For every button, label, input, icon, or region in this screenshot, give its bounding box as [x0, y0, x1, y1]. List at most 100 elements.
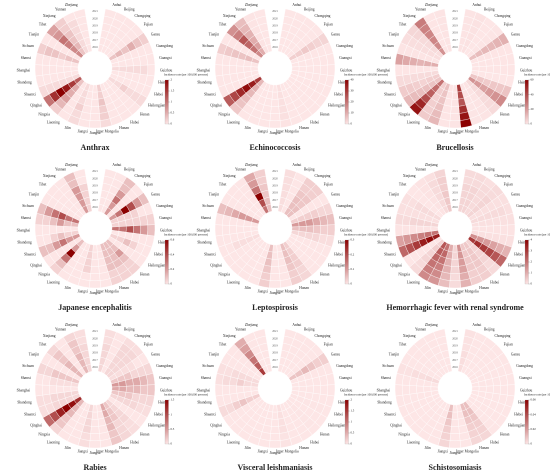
- province-label: Sichuan: [382, 204, 394, 208]
- province-label: Shanghai: [197, 228, 210, 232]
- province-label: Hunan: [119, 286, 129, 290]
- province-label: Jiangxi: [77, 450, 87, 454]
- province-label: Zhejiang: [245, 323, 258, 327]
- province-label: Qinghai: [30, 263, 42, 267]
- year-label: 2021: [452, 170, 458, 173]
- province-label: Gansu: [151, 193, 160, 197]
- province-label: Shaanxi: [24, 252, 36, 256]
- colorbar-label: Incidence rate (per 100,000 persons): [524, 233, 550, 238]
- year-label: 2019: [272, 185, 278, 188]
- colorbar: [164, 399, 169, 445]
- year-label: 2020: [272, 337, 278, 340]
- province-label: Fujian: [504, 23, 513, 27]
- heat-cell: [451, 91, 459, 100]
- province-label: Beijing: [304, 328, 315, 332]
- heat-cell: [500, 64, 509, 76]
- province-label: Liaoning: [227, 280, 240, 284]
- province-label: Liaoning: [227, 120, 240, 124]
- heat-cell: [507, 64, 516, 77]
- province-label: Shanxi: [381, 216, 391, 220]
- heat-cell: [451, 258, 459, 267]
- colorbar-label: Incidence rate (per 100,000 persons): [164, 393, 208, 398]
- province-label: Inner Mongolia: [96, 290, 119, 294]
- heat-cell: [243, 66, 252, 73]
- colorbar-tick-label: 0.5: [351, 431, 355, 435]
- year-label: 2017: [272, 359, 278, 362]
- heat-cell: [125, 385, 134, 394]
- province-label: Hubei: [130, 280, 139, 284]
- heat-cell: [236, 385, 245, 394]
- province-label: Shanxi: [21, 216, 31, 220]
- province-label: Ningxia: [398, 273, 410, 277]
- heat-cell: [492, 225, 501, 235]
- heat-cell: [492, 65, 501, 75]
- heat-cell: [451, 98, 459, 107]
- chart-title: Rabies: [83, 463, 106, 471]
- colorbar-tick-label: 1: [531, 271, 533, 275]
- heat-cell: [253, 328, 267, 339]
- province-label: Jilin: [245, 126, 251, 130]
- year-label: 2020: [92, 337, 98, 340]
- heat-cell: [450, 426, 460, 434]
- province-label: Shanghai: [17, 228, 30, 232]
- province-label: Shaanxi: [24, 92, 36, 96]
- province-label: Tibet: [219, 23, 226, 27]
- province-label: Anhui: [292, 323, 301, 327]
- heat-cell: [49, 65, 58, 75]
- province-label: Inner Mongolia: [456, 290, 479, 294]
- heat-cell: [250, 66, 259, 72]
- province-label: Liaoning: [407, 440, 420, 444]
- province-label: Hunan: [479, 286, 489, 290]
- heat-cell: [433, 8, 447, 19]
- province-label: Guangdong: [336, 204, 353, 208]
- heat-cell: [401, 64, 410, 76]
- province-label: Tibet: [399, 343, 406, 347]
- province-label: Anhui: [472, 3, 481, 7]
- heat-cell: [270, 106, 280, 114]
- heat-cell: [394, 53, 404, 66]
- colorbar-tick-label: 40: [351, 78, 355, 82]
- colorbar-tick-label: 0.3: [351, 238, 355, 242]
- heat-cell: [451, 418, 459, 427]
- colorbar-tick-label: 0: [531, 282, 533, 286]
- heat-cell: [90, 106, 100, 114]
- heat-cell: [229, 65, 238, 75]
- colorbar-tick-label: 20: [351, 100, 355, 104]
- heat-cell: [63, 66, 72, 73]
- province-label: Fujian: [144, 343, 153, 347]
- province-label: Fujian: [504, 343, 513, 347]
- colorbar-label: Incidence rate (per 100,000 persons): [164, 73, 208, 78]
- heat-cell: [91, 91, 99, 100]
- year-label: 2017: [92, 359, 98, 362]
- province-label: Gansu: [151, 353, 160, 357]
- colorbar-tick-label: 2: [531, 260, 533, 264]
- province-label: Fujian: [504, 183, 513, 187]
- colorbar-label: Incidence rate (per 100,000 persons): [344, 393, 388, 398]
- heat-cell: [506, 213, 516, 226]
- province-label: Chongqing: [314, 334, 330, 338]
- heat-cell: [70, 226, 79, 232]
- year-label: 2016: [452, 366, 458, 369]
- heat-cell: [401, 224, 410, 236]
- heat-cell: [271, 418, 279, 427]
- colorbar-tick-label: 0: [171, 122, 173, 126]
- heat-cell: [89, 280, 101, 289]
- colorbar-label: Incidence rate (per 100,000 persons): [524, 73, 550, 78]
- heat-cell: [394, 224, 403, 237]
- heat-cell: [269, 273, 281, 282]
- colorbar-tick-label: 0.04: [531, 412, 537, 416]
- colorbar-tick-label: 0.1: [351, 267, 355, 271]
- province-label: Guizhou: [520, 388, 533, 392]
- province-label: Jiangsu: [270, 451, 281, 455]
- province-label: Chongqing: [494, 14, 510, 18]
- heat-cell: [73, 8, 87, 19]
- province-label: Guangxi: [339, 56, 351, 60]
- province-label: Hebei: [514, 252, 523, 256]
- heat-cell: [269, 440, 281, 449]
- province-label: Guangxi: [519, 216, 531, 220]
- colorbar: [524, 239, 529, 285]
- heat-cell: [34, 224, 43, 237]
- heat-cell: [70, 386, 79, 392]
- heat-cell: [451, 251, 459, 260]
- province-label: Hunan: [299, 126, 309, 130]
